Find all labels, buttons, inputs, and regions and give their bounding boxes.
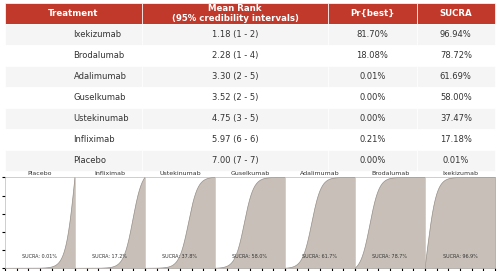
Text: SUCRA: 61.7%: SUCRA: 61.7% xyxy=(302,254,338,259)
Text: Guselkumab: Guselkumab xyxy=(74,93,126,102)
FancyBboxPatch shape xyxy=(5,3,142,24)
Text: Pr{best}: Pr{best} xyxy=(350,9,395,18)
FancyBboxPatch shape xyxy=(5,45,142,66)
Text: Mean Rank
(95% credibility intervals): Mean Rank (95% credibility intervals) xyxy=(172,4,298,23)
Text: 7.00 (7 - 7): 7.00 (7 - 7) xyxy=(212,156,258,165)
Text: Placebo: Placebo xyxy=(74,156,106,165)
Text: 0.00%: 0.00% xyxy=(360,93,386,102)
FancyBboxPatch shape xyxy=(5,129,142,150)
Text: 58.00%: 58.00% xyxy=(440,93,472,102)
Text: 4.75 (3 - 5): 4.75 (3 - 5) xyxy=(212,114,258,123)
FancyBboxPatch shape xyxy=(416,108,495,129)
FancyBboxPatch shape xyxy=(142,87,328,108)
FancyBboxPatch shape xyxy=(328,87,416,108)
FancyBboxPatch shape xyxy=(328,3,416,24)
FancyBboxPatch shape xyxy=(328,24,416,45)
FancyBboxPatch shape xyxy=(416,150,495,171)
Text: Ustekinumab: Ustekinumab xyxy=(74,114,129,123)
FancyBboxPatch shape xyxy=(142,3,328,24)
Text: 0.00%: 0.00% xyxy=(360,114,386,123)
FancyBboxPatch shape xyxy=(5,24,142,45)
Text: 96.94%: 96.94% xyxy=(440,30,472,39)
FancyBboxPatch shape xyxy=(416,66,495,87)
FancyBboxPatch shape xyxy=(416,3,495,24)
FancyBboxPatch shape xyxy=(142,24,328,45)
FancyBboxPatch shape xyxy=(142,45,328,66)
Title: Placebo: Placebo xyxy=(28,171,52,176)
FancyBboxPatch shape xyxy=(142,129,328,150)
Text: Ixekizumab: Ixekizumab xyxy=(74,30,122,39)
Text: 81.70%: 81.70% xyxy=(356,30,388,39)
Text: 18.08%: 18.08% xyxy=(356,51,388,60)
Text: Infliximab: Infliximab xyxy=(74,135,115,144)
FancyBboxPatch shape xyxy=(328,129,416,150)
Title: Ixekizumab: Ixekizumab xyxy=(442,171,478,176)
Text: Treatment: Treatment xyxy=(48,9,99,18)
Text: 0.00%: 0.00% xyxy=(360,156,386,165)
FancyBboxPatch shape xyxy=(5,87,142,108)
FancyBboxPatch shape xyxy=(142,150,328,171)
Text: 0.21%: 0.21% xyxy=(360,135,386,144)
Text: SUCRA: SUCRA xyxy=(440,9,472,18)
Title: Adalimumab: Adalimumab xyxy=(300,171,340,176)
Text: 17.18%: 17.18% xyxy=(440,135,472,144)
FancyBboxPatch shape xyxy=(5,108,142,129)
Title: Infliximab: Infliximab xyxy=(94,171,126,176)
Text: SUCRA: 96.9%: SUCRA: 96.9% xyxy=(442,254,478,259)
FancyBboxPatch shape xyxy=(416,24,495,45)
Text: 0.01%: 0.01% xyxy=(360,72,386,81)
FancyBboxPatch shape xyxy=(328,150,416,171)
Title: Ustekinumab: Ustekinumab xyxy=(159,171,201,176)
FancyBboxPatch shape xyxy=(5,150,142,171)
Text: SUCRA: 0.01%: SUCRA: 0.01% xyxy=(22,254,58,259)
Text: 78.72%: 78.72% xyxy=(440,51,472,60)
Text: 3.52 (2 - 5): 3.52 (2 - 5) xyxy=(212,93,258,102)
Text: 2.28 (1 - 4): 2.28 (1 - 4) xyxy=(212,51,258,60)
FancyBboxPatch shape xyxy=(328,108,416,129)
Text: 0.01%: 0.01% xyxy=(442,156,469,165)
Text: SUCRA: 78.7%: SUCRA: 78.7% xyxy=(372,254,408,259)
Text: Adalimumab: Adalimumab xyxy=(74,72,126,81)
Title: Guselkumab: Guselkumab xyxy=(230,171,270,176)
Text: Brodalumab: Brodalumab xyxy=(74,51,125,60)
Text: 61.69%: 61.69% xyxy=(440,72,472,81)
FancyBboxPatch shape xyxy=(416,45,495,66)
FancyBboxPatch shape xyxy=(5,66,142,87)
FancyBboxPatch shape xyxy=(416,87,495,108)
FancyBboxPatch shape xyxy=(142,66,328,87)
Text: SUCRA: 37.8%: SUCRA: 37.8% xyxy=(162,254,198,259)
Title: Brodalumab: Brodalumab xyxy=(371,171,409,176)
FancyBboxPatch shape xyxy=(328,45,416,66)
FancyBboxPatch shape xyxy=(142,108,328,129)
Text: 3.30 (2 - 5): 3.30 (2 - 5) xyxy=(212,72,258,81)
FancyBboxPatch shape xyxy=(416,129,495,150)
Text: 37.47%: 37.47% xyxy=(440,114,472,123)
Text: 1.18 (1 - 2): 1.18 (1 - 2) xyxy=(212,30,258,39)
Text: 5.97 (6 - 6): 5.97 (6 - 6) xyxy=(212,135,258,144)
FancyBboxPatch shape xyxy=(328,66,416,87)
Text: SUCRA: 58.0%: SUCRA: 58.0% xyxy=(232,254,268,259)
Text: SUCRA: 17.2%: SUCRA: 17.2% xyxy=(92,254,128,259)
